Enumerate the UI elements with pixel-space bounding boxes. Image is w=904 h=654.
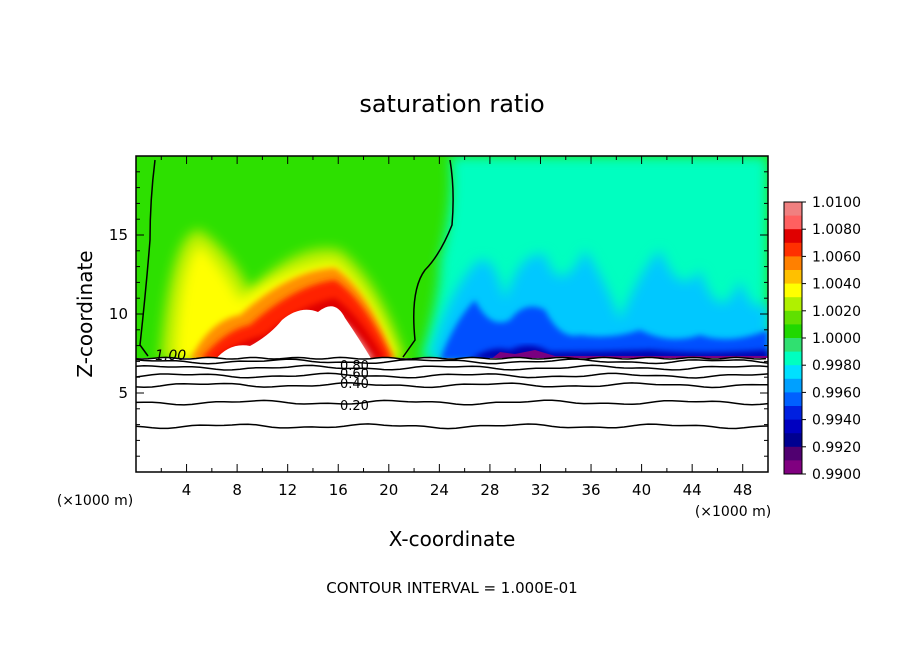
colorbar-swatch	[784, 297, 802, 312]
contour-line	[136, 382, 768, 389]
colorbar-swatch	[784, 215, 802, 230]
y-axis-label: Z-coordinate	[73, 250, 97, 377]
colorbar-swatch	[784, 338, 802, 353]
x-tick-label: 16	[329, 481, 348, 499]
colorbar-swatch	[784, 283, 802, 298]
colorbar-label: 0.9900	[812, 467, 861, 483]
colorbar-label: 0.9920	[812, 440, 861, 456]
colorbar-swatch	[784, 365, 802, 380]
contour-label-group: 1.00 0.80 0.60 0.40 0.20	[155, 348, 369, 414]
x-tick-label: 32	[531, 481, 550, 499]
colorbar-swatch	[784, 324, 802, 339]
y-tick-label: 15	[109, 226, 128, 244]
colorbar-swatch	[784, 202, 802, 217]
colorbar-swatch	[784, 256, 802, 271]
x-tick-label: 20	[379, 481, 398, 499]
x-tick-label: 4	[182, 481, 192, 499]
colorbar-swatch	[784, 229, 802, 244]
x-tick-label: 36	[581, 481, 600, 499]
contour-line-cloud-base	[136, 356, 767, 360]
x-axis-label: X-coordinate	[389, 527, 516, 551]
colorbar-swatch	[784, 446, 802, 461]
colorbar-label: 0.9940	[812, 413, 861, 429]
colorbar-label: 1.0100	[812, 195, 861, 211]
colorbar-swatch	[784, 460, 802, 475]
contour-line	[136, 364, 768, 371]
y-tick-label: 10	[109, 305, 128, 323]
colorbar: 1.0100 1.0080 1.0060 1.0040 1.0020 1.0000 0.99…	[783, 195, 861, 483]
x-tick-label: 28	[480, 481, 499, 499]
x-unit-right: (×1000 m)	[695, 504, 771, 520]
colorbar-label: 0.9980	[812, 358, 861, 374]
colorbar-label: 1.0060	[812, 249, 861, 265]
contour-label: 0.60	[340, 367, 369, 382]
x-tick-label: 40	[632, 481, 651, 499]
x-tick-label: 8	[232, 481, 242, 499]
contour-interval-footer: CONTOUR INTERVAL = 1.000E-01	[326, 579, 577, 597]
x-tick-label: 44	[683, 481, 702, 499]
colorbar-swatch	[784, 406, 802, 421]
colorbar-swatch	[784, 310, 802, 325]
colorbar-swatch	[784, 351, 802, 366]
contour-label: 1.00	[155, 348, 186, 364]
contour-label: 0.80	[340, 359, 369, 374]
colorbar-swatch	[784, 270, 802, 285]
contour-label: 0.40	[340, 377, 369, 392]
colorbar-swatch	[784, 433, 802, 448]
colorbar-label: 1.0040	[812, 277, 861, 293]
contour-line-1-00-left	[139, 159, 156, 357]
contour-label: 0.20	[340, 399, 369, 414]
y-tick-label: 5	[118, 384, 128, 402]
colorbar-label: 1.0000	[812, 331, 861, 347]
colorbar-swatch	[784, 419, 802, 434]
x-tick-label: 24	[430, 481, 449, 499]
colorbar-label: 1.0080	[812, 222, 861, 238]
contour-lines	[136, 159, 768, 430]
colorbar-swatch	[784, 242, 802, 257]
contour-field	[136, 156, 768, 472]
contour-line	[136, 372, 768, 379]
x-unit-left: (×1000 m)	[57, 493, 133, 509]
colorbar-swatch	[784, 378, 802, 393]
x-tick-label: 48	[733, 481, 752, 499]
contour-line	[136, 423, 768, 430]
contour-line	[136, 399, 768, 406]
chart-title: saturation ratio	[359, 90, 544, 118]
colorbar-swatch	[784, 392, 802, 407]
colorbar-label: 1.0020	[812, 304, 861, 320]
x-tick-label: 12	[278, 481, 297, 499]
contour-line	[136, 358, 768, 365]
colorbar-label: 0.9960	[812, 385, 861, 401]
contour-line-1-00-middle	[402, 159, 454, 358]
